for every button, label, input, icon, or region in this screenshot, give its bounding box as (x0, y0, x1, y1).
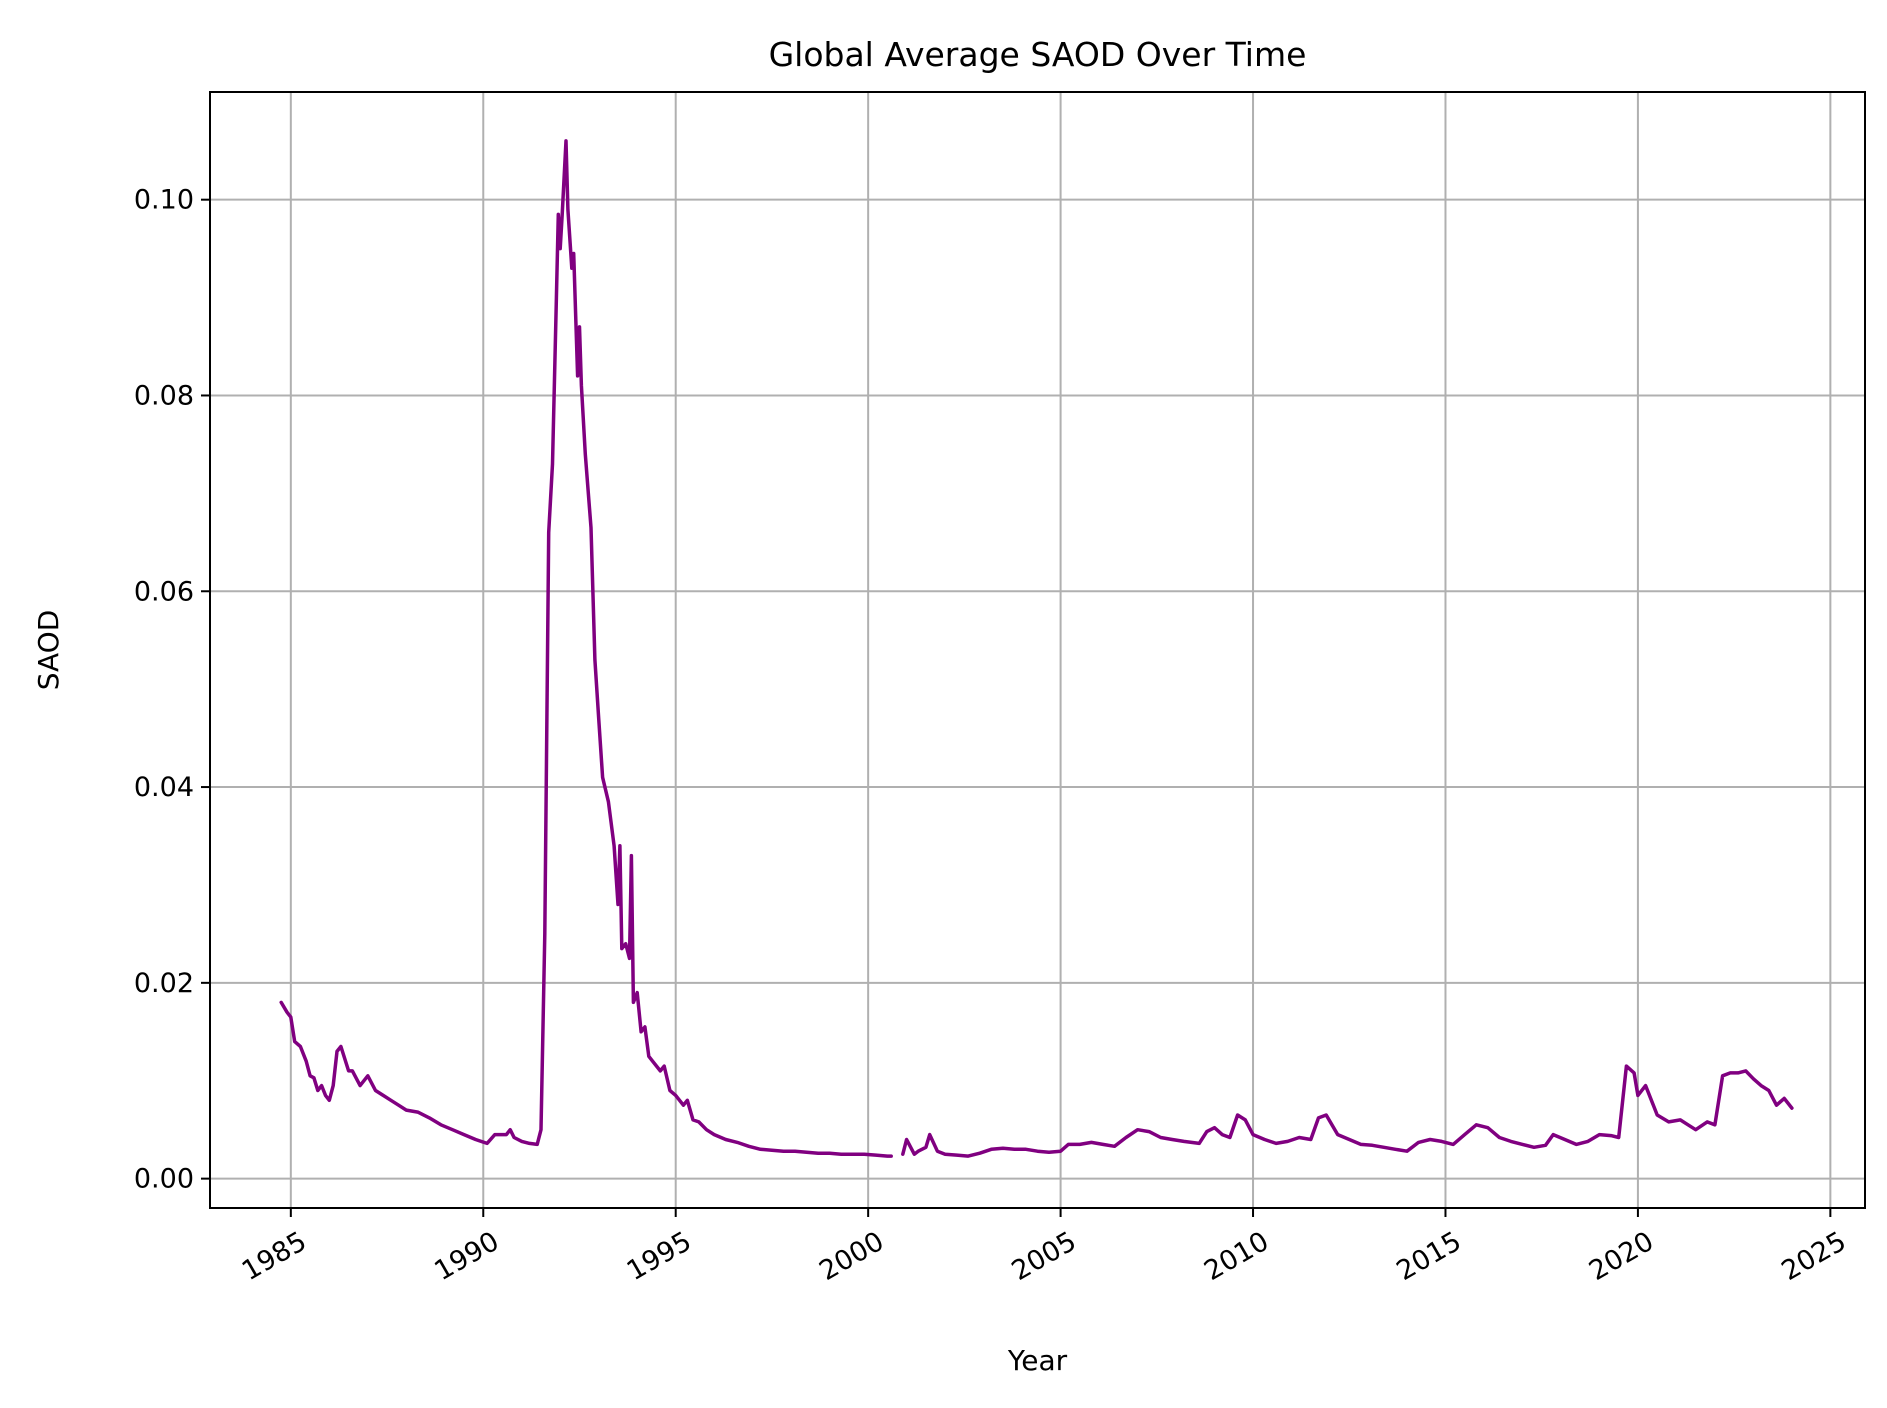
chart-title: Global Average SAOD Over Time (769, 35, 1307, 74)
y-tick-label: 0.06 (134, 576, 194, 607)
y-axis-label: SAOD (32, 610, 65, 691)
x-axis-label: Year (1007, 1344, 1068, 1377)
gridlines (210, 92, 1865, 1208)
y-tick-label: 0.00 (134, 1164, 194, 1195)
series-layer (279, 139, 1794, 1158)
saod-series-line (279, 139, 893, 1158)
saod-series-line (901, 1064, 1794, 1158)
y-tick-label: 0.08 (134, 380, 194, 411)
y-tick-label: 0.10 (134, 185, 194, 216)
y-tick-label: 0.02 (134, 968, 194, 999)
plot-frame (209, 91, 1866, 1209)
y-tick-label: 0.04 (134, 772, 194, 803)
